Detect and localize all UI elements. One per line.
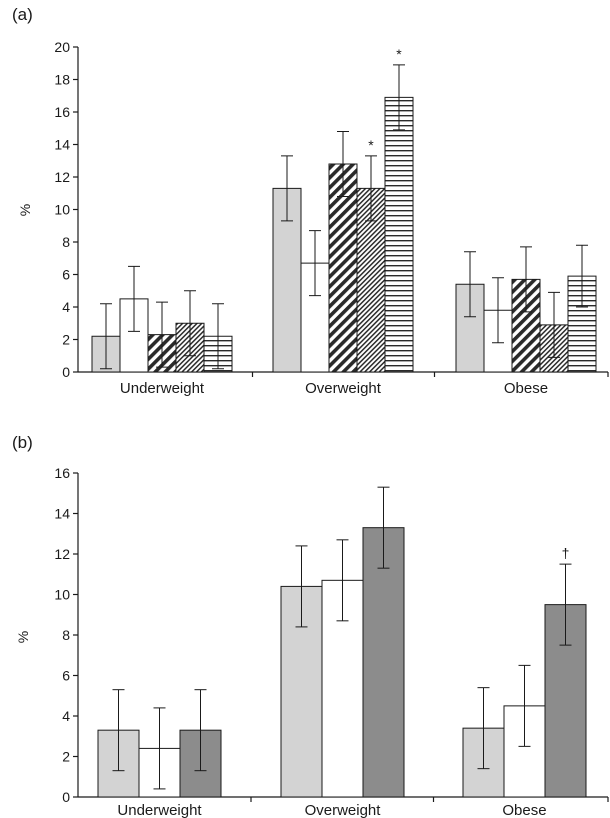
y-tick-label: 14: [54, 506, 70, 522]
y-axis-label: %: [17, 204, 33, 216]
bar: [362, 527, 405, 798]
y-tick-label: 2: [62, 332, 70, 348]
y-tick-label: 16: [54, 104, 70, 120]
category-label: Underweight: [120, 380, 205, 397]
panel-label: (b): [12, 433, 33, 452]
panel-a: (a)% 0 2 4 6 8 10 12 14 16 18 20 Underweight Overweig…: [12, 5, 609, 397]
category-label: Obese: [504, 380, 548, 397]
category-label: Obese: [502, 802, 546, 818]
y-tick-label: 4: [62, 708, 70, 724]
panel-label: (a): [12, 5, 33, 24]
significance-marker: †: [562, 545, 570, 561]
panel-b: (b)% 0 2 4 6 8 10 12 14 16 Underweight Overweight Ob…: [12, 433, 609, 818]
y-tick-label: 12: [54, 169, 70, 185]
y-tick-label: 10: [54, 202, 70, 218]
y-tick-label: 0: [62, 789, 70, 805]
y-tick-label: 6: [62, 267, 70, 283]
y-axis-label: %: [15, 631, 31, 643]
y-tick-label: 16: [54, 465, 70, 481]
y-tick-label: 18: [54, 72, 70, 88]
significance-marker: *: [368, 137, 374, 153]
y-tick-label: 0: [62, 364, 70, 380]
y-tick-label: 6: [62, 668, 70, 684]
category-label: Underweight: [117, 802, 202, 818]
y-tick-label: 8: [62, 627, 70, 643]
y-tick-label: 2: [62, 749, 70, 765]
y-tick-label: 12: [54, 546, 70, 562]
category-label: Overweight: [305, 802, 382, 818]
y-tick-label: 10: [54, 587, 70, 603]
bar: [384, 96, 414, 373]
y-tick-label: 20: [54, 39, 70, 55]
category-label: Overweight: [305, 380, 382, 397]
y-tick-label: 8: [62, 234, 70, 250]
significance-marker: *: [396, 46, 402, 62]
y-tick-label: 4: [62, 299, 70, 315]
y-tick-label: 14: [54, 137, 70, 153]
